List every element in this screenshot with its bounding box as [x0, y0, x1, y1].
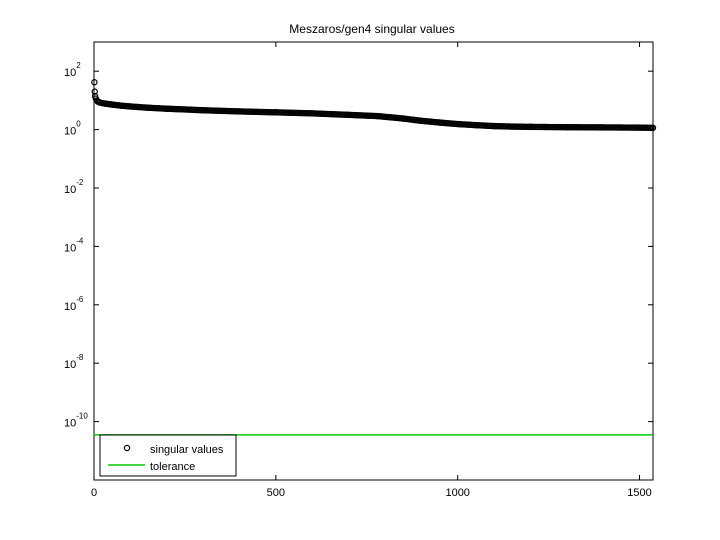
y-tick-label: 10-6: [64, 295, 84, 313]
y-tick-label: 10-2: [64, 178, 84, 196]
x-tick-label: 1500: [627, 487, 651, 499]
x-tick-label: 1000: [445, 487, 469, 499]
y-tick-label: 102: [64, 61, 81, 79]
x-tick-label: 0: [91, 487, 97, 499]
singular-value-point: [649, 124, 656, 132]
chart-title: Meszaros/gen4 singular values: [289, 22, 454, 36]
x-tick-label: 500: [267, 487, 285, 499]
axes-frame: [93, 41, 654, 481]
singular-value-point: [91, 88, 98, 95]
legend-marker-singular-values: [123, 444, 131, 452]
singular-value-point: [91, 79, 98, 86]
y-tick-label: 10-8: [64, 353, 84, 371]
legend-box: [99, 434, 237, 477]
y-tick-label: 10-10: [64, 412, 88, 430]
plot-area: 0 500 1000 1500 102 100 10-2 10-4 10-6 10-8 10-10 s…: [64, 41, 657, 499]
legend-label-singular-values: singular values: [150, 444, 224, 456]
legend-label-tolerance: tolerance: [150, 461, 195, 473]
y-tick-label: 10-4: [64, 236, 84, 254]
y-tick-label: 100: [64, 120, 81, 138]
